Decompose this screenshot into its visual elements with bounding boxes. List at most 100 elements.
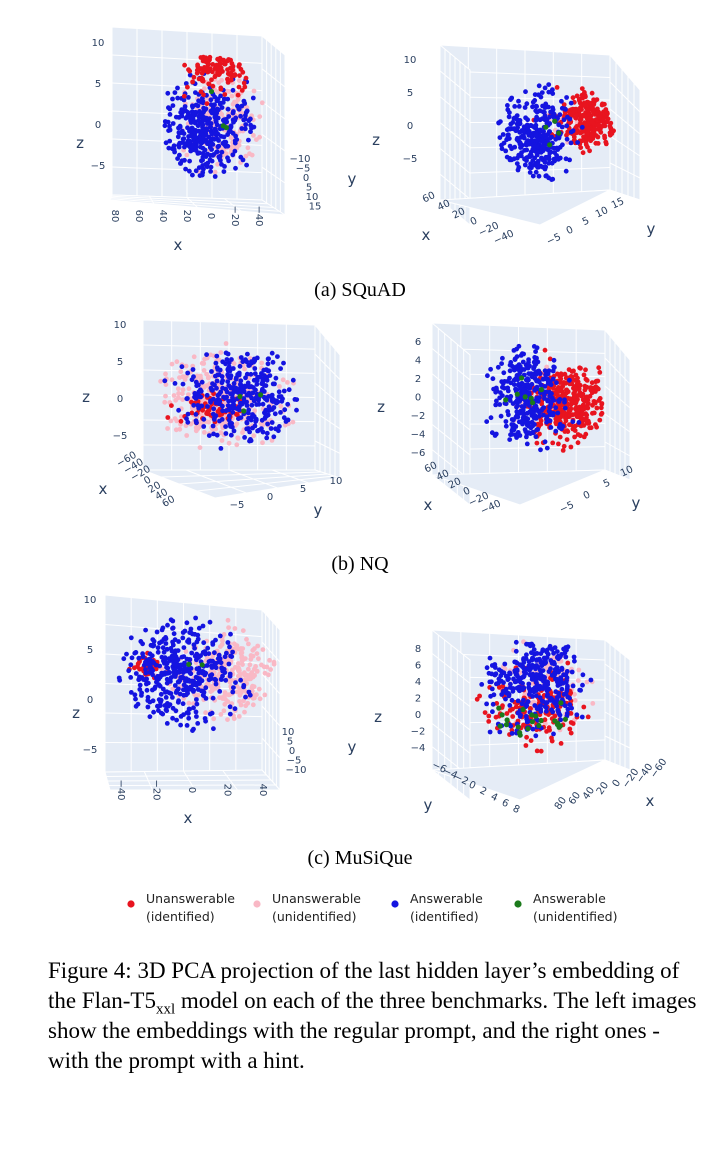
data-point — [201, 640, 207, 646]
data-point — [276, 389, 282, 395]
data-point — [550, 87, 555, 93]
data-point — [200, 151, 206, 156]
x-tick-label: 40 — [436, 198, 452, 213]
data-point — [172, 90, 178, 95]
data-point — [271, 659, 277, 665]
data-point — [579, 714, 585, 720]
data-point — [204, 64, 210, 70]
y-tick-label: 5 — [287, 737, 293, 748]
data-point — [186, 67, 191, 73]
data-point — [528, 738, 534, 743]
data-point — [575, 440, 581, 446]
data-point — [597, 370, 603, 375]
data-point — [237, 699, 242, 704]
data-point — [565, 660, 571, 666]
data-point — [545, 679, 550, 685]
data-point — [221, 134, 227, 140]
data-point — [568, 140, 574, 146]
data-point — [210, 423, 216, 429]
data-point — [519, 404, 525, 409]
data-point — [149, 653, 155, 659]
data-point — [585, 401, 591, 406]
y-tick-label: 5 — [300, 484, 306, 495]
x-tick-label: 60 — [567, 790, 583, 807]
data-point — [261, 373, 267, 378]
data-point — [526, 357, 531, 362]
x-tick-label: 0 — [186, 787, 197, 793]
data-point — [192, 391, 198, 396]
data-point — [245, 426, 251, 431]
data-point — [183, 166, 189, 172]
y-tick-label: 0 — [303, 173, 309, 184]
data-point — [587, 136, 592, 142]
x-tick-label: 60 — [421, 190, 437, 205]
data-point — [537, 667, 543, 673]
data-point — [494, 398, 499, 404]
data-point — [507, 703, 513, 708]
data-point — [232, 626, 238, 631]
data-point — [249, 402, 255, 408]
data-point — [590, 410, 595, 416]
data-point — [222, 654, 228, 660]
data-point — [490, 701, 496, 707]
data-point — [568, 730, 574, 736]
data-point — [162, 123, 168, 129]
data-point — [507, 110, 512, 115]
data-point — [234, 689, 240, 695]
right-wall-gridline — [314, 382, 341, 405]
data-point — [181, 687, 186, 693]
right-wall-gridline — [604, 385, 631, 409]
data-point — [223, 424, 229, 429]
data-point — [143, 670, 149, 676]
data-point — [547, 356, 553, 362]
data-point — [230, 152, 236, 158]
data-point — [533, 693, 539, 699]
floor-gridline — [224, 198, 242, 212]
data-point — [265, 361, 271, 367]
data-point — [490, 709, 495, 715]
data-point — [206, 408, 212, 413]
data-point — [195, 632, 201, 638]
data-point — [199, 403, 205, 409]
data-point — [557, 712, 563, 718]
data-point — [568, 374, 574, 379]
data-point — [181, 712, 187, 717]
data-point — [515, 698, 521, 704]
data-point — [547, 418, 553, 424]
data-point — [257, 134, 262, 140]
z-tick-label: 10 — [114, 320, 127, 331]
data-point — [171, 631, 177, 637]
legend-label-unanswerable-identified-1: Unanswerable — [146, 891, 235, 906]
data-point — [500, 132, 506, 137]
data-point — [273, 375, 279, 381]
data-point — [513, 376, 519, 382]
data-point — [563, 415, 568, 421]
data-point — [511, 116, 517, 121]
data-point — [205, 404, 210, 409]
data-point — [231, 381, 237, 386]
data-point — [175, 85, 180, 91]
data-point — [204, 101, 210, 107]
data-point — [228, 135, 234, 140]
data-point — [223, 125, 229, 131]
y-tick-label: 8 — [511, 803, 521, 816]
data-point — [542, 683, 547, 688]
data-point — [541, 393, 547, 398]
data-point — [179, 113, 185, 119]
data-point — [516, 684, 522, 690]
data-point — [530, 173, 536, 179]
x-tick-label: 0 — [462, 485, 472, 498]
data-point — [253, 417, 259, 423]
data-point — [185, 125, 190, 131]
data-point — [498, 678, 504, 684]
data-point — [599, 401, 605, 406]
data-point — [520, 706, 526, 713]
data-point — [508, 97, 513, 102]
data-point — [574, 409, 580, 415]
data-point — [268, 667, 273, 672]
data-point — [559, 105, 565, 111]
data-point — [249, 360, 254, 366]
data-point — [563, 168, 569, 174]
data-point — [195, 721, 201, 726]
data-point — [514, 678, 520, 684]
